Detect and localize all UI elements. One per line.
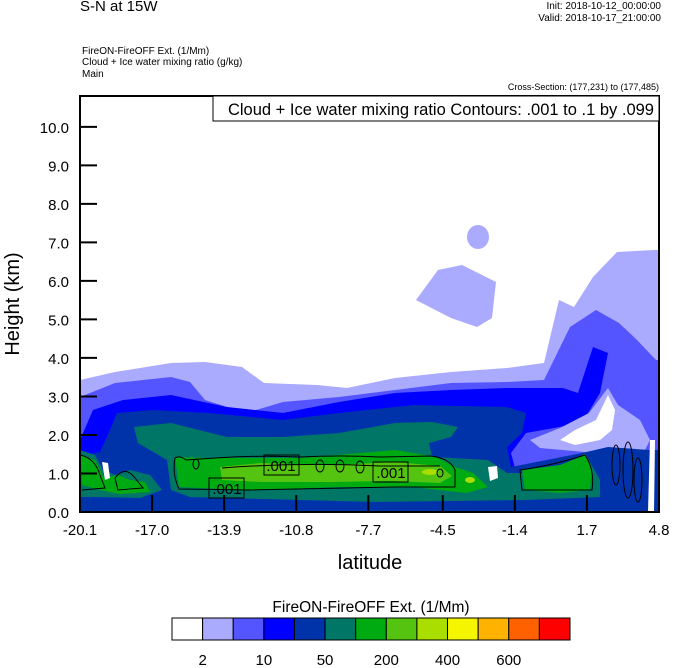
x-axis-label: latitude — [338, 552, 403, 574]
colorbar-box — [324, 617, 357, 641]
contour-legend-text: Cloud + Ice water mixing ratio Contours:… — [228, 101, 654, 119]
subtitle-line-1: FireON-FireOFF Ext. (1/Mm) — [82, 46, 210, 57]
y-tick-label: 5.0 — [48, 312, 69, 329]
contour-label: .001 — [266, 458, 295, 475]
colorbar-label: 200 — [374, 652, 399, 668]
y-tick-label: 9.0 — [48, 158, 69, 175]
axes: -20.1 -17.0 -13.9 -10.8 -7.7 -4.5 -1.4 1.7 4.8 0.… — [40, 120, 670, 539]
colorbar-box — [293, 617, 326, 641]
contour-line — [221, 463, 440, 469]
colorbar-box — [538, 617, 571, 641]
contour-label-box — [263, 454, 300, 476]
contour-fill-400-b — [465, 477, 475, 483]
colorbar-box — [171, 617, 204, 641]
y-tick-label: 8.0 — [48, 197, 69, 214]
contour-legend-box — [212, 95, 660, 122]
contour-label: .001 — [212, 481, 241, 498]
y-tick-label: 2.0 — [48, 428, 69, 445]
x-tick-label: -7.7 — [355, 522, 381, 539]
white-gap — [488, 466, 498, 481]
contour-line — [335, 459, 345, 473]
filled-contours: .001 .001 .001 — [80, 96, 659, 512]
colorbar-box — [416, 617, 449, 641]
y-tick-label: 4.0 — [48, 351, 69, 368]
x-tick-label: -13.9 — [207, 522, 241, 539]
contour-line — [315, 459, 325, 473]
white-gap-left — [102, 462, 110, 480]
x-tick-label: -10.8 — [279, 522, 313, 539]
y-tick-label: 1.0 — [48, 466, 69, 483]
contour-line — [519, 454, 594, 491]
y-tick-label: 6.0 — [48, 274, 69, 291]
contour-fill-300 — [220, 462, 452, 483]
valid-time: Valid: 2018-10-17_21:00:00 — [538, 13, 661, 24]
contour-line — [633, 457, 643, 503]
colorbar-box — [477, 617, 510, 641]
y-tick-label: 10.0 — [40, 120, 69, 137]
contour-fill-white-patch-2 — [560, 395, 615, 445]
contour-lines — [80, 441, 643, 503]
contour-line — [80, 454, 106, 491]
colorbar-box — [508, 617, 540, 641]
contour-line — [192, 458, 200, 470]
contour-fill-400 — [422, 469, 438, 475]
contour-line — [355, 460, 365, 474]
colorbar-box — [385, 617, 418, 641]
y-tick-label: 0.0 — [48, 505, 69, 522]
plot-title: S-N at 15W — [80, 0, 158, 15]
contour-label: .001 — [376, 465, 405, 482]
x-tick-label: 4.8 — [649, 522, 670, 539]
contour-line — [436, 468, 444, 478]
subtitle-line-3: Main — [82, 69, 104, 80]
contour-fill-200-left — [80, 455, 150, 494]
y-tick-label: 3.0 — [48, 389, 69, 406]
cross-section-label: Cross-Section: (177,231) to (177,485) — [507, 82, 659, 92]
colorbar-label: 10 — [256, 652, 273, 668]
colorbar: 2 10 50 200 400 600 — [171, 617, 571, 668]
x-tick-label: -1.4 — [502, 522, 528, 539]
x-tick-label: 1.7 — [576, 522, 597, 539]
colorbar-box — [447, 617, 479, 641]
colorbar-label: 50 — [317, 652, 334, 668]
subtitle-line-2: Cloud + Ice water mixing ratio (g/kg) — [82, 57, 243, 68]
x-tick-label: -20.1 — [63, 522, 97, 539]
contour-fill-2-blob-small — [467, 225, 489, 249]
colorbar-box — [202, 617, 234, 641]
contour-line — [114, 471, 144, 491]
colorbar-label: 400 — [435, 652, 460, 668]
contour-line — [173, 455, 456, 491]
colorbar-label: 2 — [198, 652, 206, 668]
colorbar-label: 600 — [496, 652, 521, 668]
contour-line — [611, 444, 621, 486]
colorbar-box — [355, 617, 387, 641]
contour-line — [622, 441, 634, 499]
contour-fill-200-right — [522, 455, 592, 493]
colorbar-box — [263, 617, 295, 641]
contour-fill-2-blob — [416, 265, 496, 327]
init-time: Init: 2018-10-12_00:00:00 — [546, 1, 661, 12]
y-tick-label: 7.0 — [48, 235, 69, 252]
contour-label-box — [208, 477, 245, 499]
contour-label-box — [372, 461, 409, 483]
white-strip-right — [648, 440, 655, 512]
x-tick-label: -17.0 — [135, 522, 169, 539]
colorbar-box — [232, 617, 265, 641]
y-axis-label: Height (km) — [2, 252, 24, 355]
x-tick-label: -4.5 — [430, 522, 456, 539]
contour-label-group: .001 .001 .001 — [208, 454, 409, 499]
colorbar-title: FireON-FireOFF Ext. (1/Mm) — [272, 599, 469, 616]
